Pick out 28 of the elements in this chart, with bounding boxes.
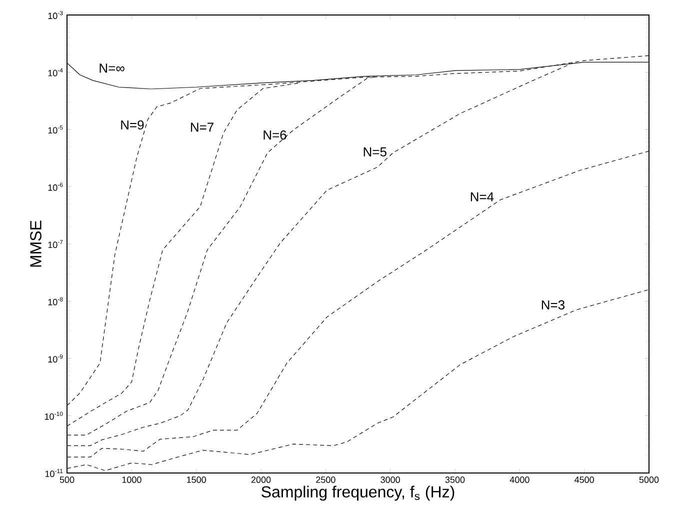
x-tick-label: 3500	[445, 476, 465, 483]
x-tick-label: 1000	[122, 476, 142, 483]
y-tick-label: 10$^{-3}$	[48, 10, 63, 20]
y-tick-label: 10$^{-6}$	[48, 182, 63, 191]
x-tick-label: 3000	[380, 476, 400, 483]
series-label: N=3	[542, 300, 565, 310]
x-tick-label: 4000	[510, 476, 530, 483]
x-axis-title: Sampling frequency, f$_{s}$ (Hz)	[262, 486, 454, 501]
x-tick-label: 500	[60, 476, 74, 483]
x-tick-label: 2500	[316, 476, 336, 483]
series-label: N=9	[121, 120, 144, 130]
y-tick-label: 10$^{-9}$	[48, 354, 63, 363]
y-tick-label: 10$^{-11}$	[45, 468, 63, 478]
x-tick-label: 1500	[187, 476, 206, 483]
y-axis-title: MMSE	[30, 220, 42, 267]
series-label: N=6	[264, 130, 286, 140]
x-tick-label: 2000	[251, 476, 271, 483]
x-tick-label: 5000	[639, 476, 659, 483]
y-tick-label: 10$^{-7}$	[48, 240, 63, 248]
y-tick-label: 10$^{-8}$	[48, 297, 63, 306]
y-tick-label: 10$^{-10}$	[44, 412, 63, 420]
y-tick-label: 10$^{-4}$	[48, 68, 63, 76]
series-label: N=5	[364, 147, 386, 156]
series-label: N=7	[190, 122, 214, 132]
series-label: N=4	[470, 192, 494, 202]
y-tick-label: 10$^{-5}$	[48, 125, 63, 134]
series-label: N=∞	[100, 64, 124, 73]
x-tick-label: 4500	[574, 476, 594, 483]
